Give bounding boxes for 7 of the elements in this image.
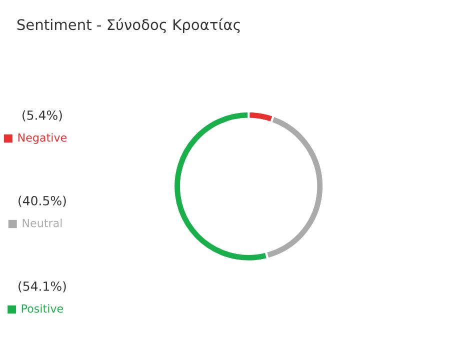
- legend-label: Neutral: [22, 218, 62, 228]
- legend-label: Negative: [18, 133, 67, 144]
- data-label: (40.5%): [18, 196, 66, 207]
- chart-title: Sentiment - Σύνοδος Κροατίας: [17, 18, 240, 34]
- data-label: (54.1%): [18, 281, 66, 292]
- data-label: (5.4%): [22, 110, 62, 122]
- legend-label: Positive: [22, 304, 64, 313]
